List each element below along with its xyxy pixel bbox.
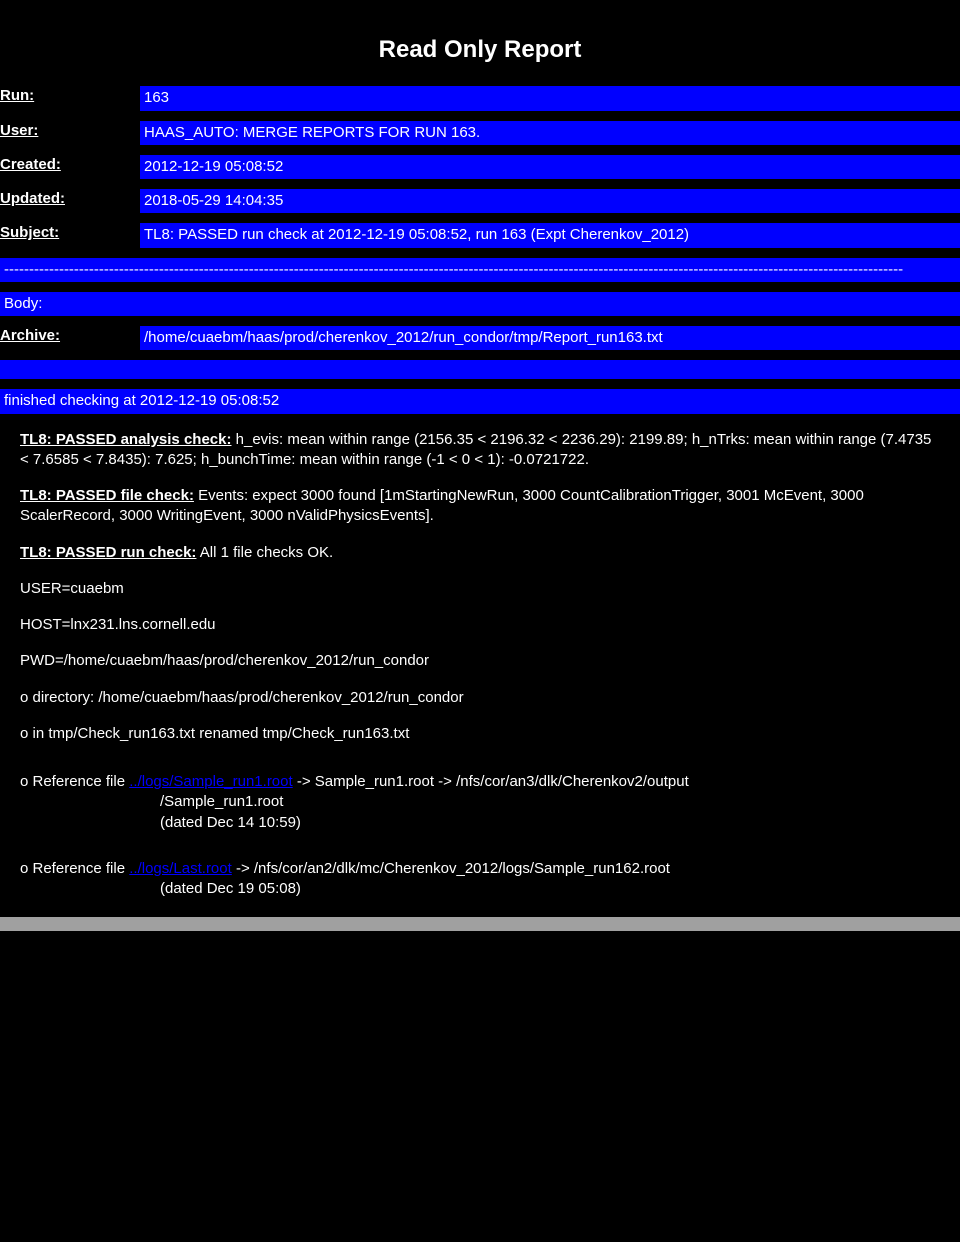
para-body: USER=cuaebm — [20, 580, 124, 597]
para-filecheck: TL8: PASSED file check: Events: expect 3… — [20, 486, 940, 527]
subject-label: Subject: — [0, 223, 140, 243]
ref1-line1: o Reference file ../logs/Sample_run1.roo… — [20, 772, 940, 792]
para-analysis: TL8: PASSED analysis check: h_evis: mean… — [20, 430, 940, 471]
field-updated: Updated: 2018-05-29 14:04:35 — [0, 189, 960, 213]
body-line: Body: — [0, 292, 960, 316]
footer-bar — [0, 917, 960, 931]
field-subject: Subject: TL8: PASSED run check at 2012-1… — [0, 223, 960, 247]
ref1-line3: (dated Dec 14 10:59) — [20, 813, 940, 833]
created-value: 2012-12-19 05:08:52 — [140, 155, 960, 179]
separator-line: ----------------------------------------… — [0, 258, 960, 282]
para-body: o in tmp/Check_run163.txt renamed tmp/Ch… — [20, 725, 409, 742]
page: Read Only Report Run: 163 User: HAAS_AUT… — [0, 0, 960, 931]
ref1-prefix: o Reference file — [20, 773, 129, 790]
ref2-suffix: -> /nfs/cor/an2/dlk/mc/Cherenkov_2012/lo… — [236, 860, 670, 877]
ref1-line2: /Sample_run1.root — [20, 792, 940, 812]
blank-stripe — [0, 360, 960, 379]
field-created: Created: 2012-12-19 05:08:52 — [0, 155, 960, 179]
updated-value: 2018-05-29 14:04:35 — [140, 189, 960, 213]
ref2-link[interactable]: ../logs/Last.root — [129, 860, 232, 877]
para-body: All 1 file checks OK. — [200, 544, 333, 561]
para-user: USER=cuaebm — [20, 579, 940, 599]
field-run: Run: 163 — [0, 86, 960, 110]
para-body: HOST=lnx231.lns.cornell.edu — [20, 616, 216, 633]
header-space — [0, 0, 960, 28]
para-host: HOST=lnx231.lns.cornell.edu — [20, 615, 940, 635]
ref2-line2: (dated Dec 19 05:08) — [20, 879, 940, 899]
subject-value: TL8: PASSED run check at 2012-12-19 05:0… — [140, 223, 960, 247]
field-user: User: HAAS_AUTO: MERGE REPORTS FOR RUN 1… — [0, 121, 960, 145]
updated-label: Updated: — [0, 189, 140, 209]
para-title: TL8: PASSED file check: — [20, 487, 194, 504]
archive-label: Archive: — [0, 326, 140, 346]
user-value: HAAS_AUTO: MERGE REPORTS FOR RUN 163. — [140, 121, 960, 145]
ref2-line1: o Reference file ../logs/Last.root -> /n… — [20, 859, 940, 879]
created-label: Created: — [0, 155, 140, 175]
para-pwd: PWD=/home/cuaebm/haas/prod/cherenkov_201… — [20, 651, 940, 671]
finished-line: finished checking at 2012-12-19 05:08:52 — [0, 389, 960, 413]
para-body: PWD=/home/cuaebm/haas/prod/cherenkov_201… — [20, 652, 429, 669]
para-title: TL8: PASSED run check: — [20, 544, 196, 561]
body-section: TL8: PASSED analysis check: h_evis: mean… — [0, 416, 960, 745]
run-label: Run: — [0, 86, 140, 106]
user-label: User: — [0, 121, 140, 141]
archive-value: /home/cuaebm/haas/prod/cherenkov_2012/ru… — [140, 326, 960, 350]
page-title: Read Only Report — [0, 28, 960, 86]
para-body: o directory: /home/cuaebm/haas/prod/cher… — [20, 689, 464, 706]
ref1-suffix: -> Sample_run1.root -> /nfs/cor/an3/dlk/… — [297, 773, 689, 790]
para-otmp: o in tmp/Check_run163.txt renamed tmp/Ch… — [20, 724, 940, 744]
ref2-prefix: o Reference file — [20, 860, 129, 877]
reference-2: o Reference file ../logs/Last.root -> /n… — [0, 833, 960, 900]
para-title: TL8: PASSED analysis check: — [20, 431, 231, 448]
ref1-link[interactable]: ../logs/Sample_run1.root — [129, 773, 292, 790]
run-value: 163 — [140, 86, 960, 110]
field-archive: Archive: /home/cuaebm/haas/prod/cherenko… — [0, 326, 960, 350]
reference-1: o Reference file ../logs/Sample_run1.roo… — [0, 760, 960, 833]
para-runcheck: TL8: PASSED run check: All 1 file checks… — [20, 543, 940, 563]
para-odir: o directory: /home/cuaebm/haas/prod/cher… — [20, 688, 940, 708]
